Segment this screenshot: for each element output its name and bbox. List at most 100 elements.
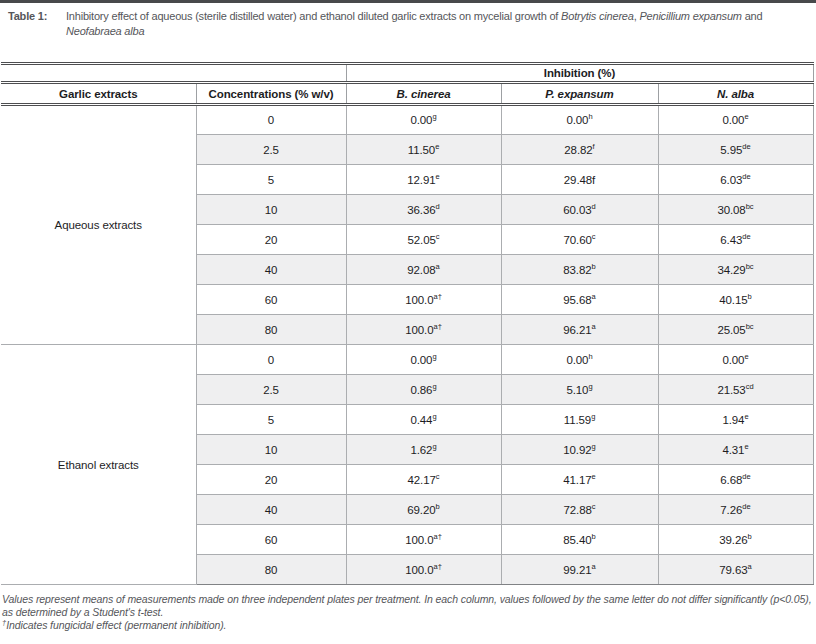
inhibition-value-cell: 0.86g xyxy=(346,375,501,405)
significance-superscript: de xyxy=(742,172,750,181)
inhibition-value: 39.26 xyxy=(719,534,747,546)
significance-superscript: de xyxy=(742,472,750,481)
inhibition-value: 1.94 xyxy=(722,414,744,426)
inhibition-value: 83.82 xyxy=(563,264,591,276)
inhibition-value-cell: 0.00e xyxy=(658,345,813,375)
concentration-cell: 0 xyxy=(196,105,346,135)
significance-superscript: de xyxy=(742,142,750,151)
inhibition-value: 100.0 xyxy=(405,564,433,576)
inhibition-value-cell: 0.00e xyxy=(658,105,813,135)
concentration-cell: 80 xyxy=(196,315,346,345)
significance-superscript: d xyxy=(592,202,596,211)
species-name: Botrytis cinerea xyxy=(561,10,634,22)
inhibition-value-cell: 36.36d xyxy=(346,195,501,225)
significance-superscript: d xyxy=(436,202,440,211)
significance-superscript: cd xyxy=(746,382,754,391)
concentration-cell: 0 xyxy=(196,345,346,375)
significance-superscript: e xyxy=(744,352,748,361)
significance-superscript: e xyxy=(744,112,748,121)
table-body: Aqueous extracts00.00g0.00h0.00e2.511.50… xyxy=(1,105,813,585)
inhibition-value-cell: 42.17c xyxy=(346,465,501,495)
concentration-cell: 10 xyxy=(196,195,346,225)
inhibition-value: 25.05 xyxy=(717,324,745,336)
inhibition-value: 100.0 xyxy=(405,324,433,336)
significance-superscript: a† xyxy=(433,292,441,301)
inhibition-value-cell: 96.21a xyxy=(501,315,658,345)
inhibition-value-cell: 92.08a xyxy=(346,255,501,285)
inhibition-value-cell: 79.63a xyxy=(658,555,813,585)
column-header-concentrations: Concentrations (% w/v) xyxy=(196,83,346,105)
significance-superscript: f xyxy=(593,142,595,151)
inhibition-value-cell: 11.59g xyxy=(501,405,658,435)
footnote-dagger: †Indicates fungicidal effect (permanent … xyxy=(2,619,814,632)
inhibition-value-cell: 6.43de xyxy=(658,225,813,255)
footnotes: Values represent means of measurements m… xyxy=(2,593,814,632)
inhibition-value: 100.0 xyxy=(405,294,433,306)
significance-superscript: c xyxy=(592,232,596,241)
inhibition-value: 52.05 xyxy=(407,234,435,246)
significance-superscript: b xyxy=(748,532,752,541)
significance-superscript: a xyxy=(436,262,440,271)
concentration-cell: 20 xyxy=(196,225,346,255)
inhibition-value: 21.53 xyxy=(717,384,745,396)
inhibition-value-cell: 29.48f xyxy=(501,165,658,195)
column-header-garlic-extracts: Garlic extracts xyxy=(1,83,196,105)
inhibition-value: 92.08 xyxy=(407,264,435,276)
inhibition-value: 6.68 xyxy=(720,474,742,486)
inhibition-value-cell: 85.40b xyxy=(501,525,658,555)
concentration-cell: 2.5 xyxy=(196,135,346,165)
significance-superscript: c xyxy=(592,502,596,511)
significance-superscript: g xyxy=(432,352,436,361)
inhibition-value: 79.63 xyxy=(719,564,747,576)
significance-superscript: e xyxy=(744,442,748,451)
concentration-cell: 5 xyxy=(196,165,346,195)
inhibition-value: 11.50 xyxy=(408,144,435,156)
significance-superscript: b xyxy=(748,292,752,301)
inhibition-value: 42.17 xyxy=(407,474,435,486)
concentration-cell: 40 xyxy=(196,255,346,285)
significance-superscript: a xyxy=(592,322,596,331)
inhibition-value: 10.92 xyxy=(563,444,591,456)
inhibition-value: 6.43 xyxy=(720,234,742,246)
significance-superscript: de xyxy=(742,502,750,511)
inhibition-value: 4.31 xyxy=(722,444,744,456)
inhibition-value: 12.91 xyxy=(407,174,435,186)
inhibition-value: 28.82 xyxy=(564,144,592,156)
inhibition-value-cell: 41.17e xyxy=(501,465,658,495)
significance-superscript: a† xyxy=(433,532,441,541)
inhibition-value-cell: 34.29bc xyxy=(658,255,813,285)
concentration-cell: 10 xyxy=(196,435,346,465)
concentration-cell: 40 xyxy=(196,495,346,525)
inhibition-value-cell: 1.62g xyxy=(346,435,501,465)
span-header-row: Inhibition (%) xyxy=(1,64,813,83)
inhibition-value-cell: 70.60c xyxy=(501,225,658,255)
significance-superscript: g xyxy=(592,442,596,451)
inhibition-value: 34.29 xyxy=(717,264,745,276)
significance-superscript: a xyxy=(748,562,752,571)
inhibition-value-cell: 7.26de xyxy=(658,495,813,525)
inhibition-value: 60.03 xyxy=(563,204,591,216)
table-caption: Table 1: Inhibitory effect of aqueous (s… xyxy=(0,3,816,39)
inhibition-value-cell: 99.21a xyxy=(501,555,658,585)
inhibition-value-cell: 83.82b xyxy=(501,255,658,285)
column-header-p-expansum: P. expansum xyxy=(501,83,658,105)
significance-superscript: a† xyxy=(433,322,441,331)
table-row: Aqueous extracts00.00g0.00h0.00e xyxy=(1,105,813,135)
caption-separator: and xyxy=(742,10,763,22)
significance-superscript: c xyxy=(436,472,440,481)
significance-superscript: h xyxy=(588,112,592,121)
inhibition-value-cell: 5.10g xyxy=(501,375,658,405)
inhibition-value-cell: 6.68de xyxy=(658,465,813,495)
inhibition-value-cell: 10.92g xyxy=(501,435,658,465)
significance-superscript: a xyxy=(592,562,596,571)
concentration-cell: 60 xyxy=(196,285,346,315)
inhibition-value: 0.00 xyxy=(566,114,588,126)
inhibition-value-cell: 72.88c xyxy=(501,495,658,525)
inhibition-value: 100.0 xyxy=(405,534,433,546)
inhibition-value-cell: 100.0a† xyxy=(346,315,501,345)
column-header-b-cinerea: B. cinerea xyxy=(346,83,501,105)
significance-superscript: b xyxy=(592,532,596,541)
caption-prefix: Inhibitory effect of aqueous (sterile di… xyxy=(66,10,561,22)
inhibition-span-header: Inhibition (%) xyxy=(346,64,813,83)
inhibition-value: 0.00 xyxy=(410,354,432,366)
